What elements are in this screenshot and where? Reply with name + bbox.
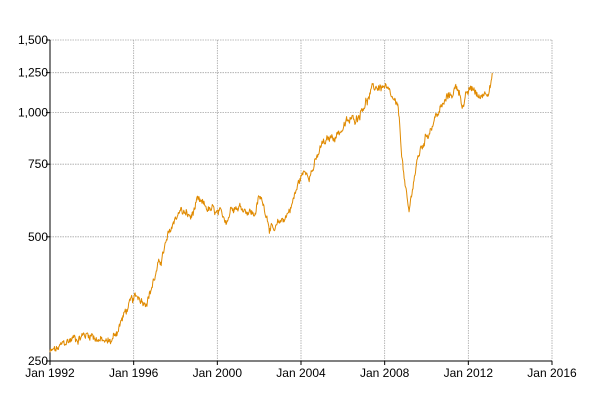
x-tick-label: Jan 2016 xyxy=(527,366,577,380)
y-tick-label: 500 xyxy=(28,230,48,244)
x-tick-labels: Jan 1992 Jan 1996 Jan 2000 Jan 2004 Jan 2008… xyxy=(25,366,577,380)
x-tick-label: Jan 1996 xyxy=(109,366,159,380)
y-tick-label: 1,000 xyxy=(18,106,48,120)
series-layer xyxy=(49,72,493,353)
series-line xyxy=(49,72,493,353)
y-tick-label: 1,500 xyxy=(18,33,48,47)
y-tick-label: 250 xyxy=(28,354,48,368)
x-tick-label: Jan 2008 xyxy=(360,366,410,380)
y-tick-labels: 250 500 750 1,000 1,250 1,500 xyxy=(18,33,48,368)
gridlines xyxy=(49,39,553,362)
x-tick-label: Jan 2012 xyxy=(444,366,494,380)
x-tick-label: Jan 2000 xyxy=(193,366,243,380)
axes xyxy=(46,39,553,365)
y-tick-label: 750 xyxy=(28,157,48,171)
y-tick-label: 1,250 xyxy=(18,66,48,80)
x-tick-label: Jan 1992 xyxy=(25,366,75,380)
x-tick-label: Jan 2004 xyxy=(276,366,326,380)
